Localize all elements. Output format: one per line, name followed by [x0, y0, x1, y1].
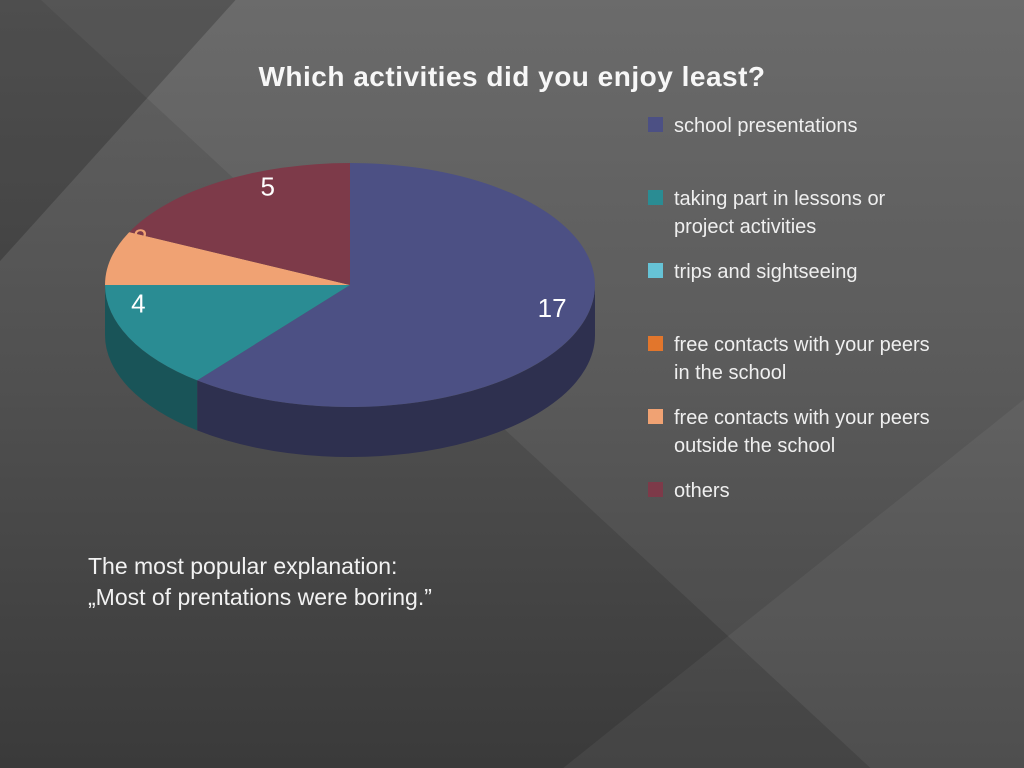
- legend-item: free contacts with your peers in the sch…: [648, 331, 958, 404]
- legend-swatch: [648, 336, 663, 351]
- note-line-1: The most popular explanation:: [88, 553, 398, 579]
- legend-swatch: [648, 482, 663, 497]
- legend-item: others: [648, 477, 958, 550]
- legend-swatch: [648, 117, 663, 132]
- svg-text:5: 5: [260, 171, 274, 201]
- legend-label: free contacts with your peers outside th…: [674, 407, 930, 458]
- svg-text:4: 4: [131, 288, 145, 318]
- svg-text:2: 2: [133, 224, 147, 254]
- note-line-2: „Most of prentations were boring.”: [88, 584, 432, 611]
- legend-swatch: [648, 190, 663, 205]
- legend-item: free contacts with your peers outside th…: [648, 404, 958, 477]
- chart-title: Which activities did you enjoy least?: [258, 60, 766, 92]
- note-text: The most popular explanation: „Most of p…: [88, 551, 432, 613]
- chart-legend: school presentations taking part in lesso…: [648, 112, 958, 550]
- legend-swatch: [648, 409, 663, 424]
- legend-item: trips and sightseeing: [648, 258, 958, 331]
- legend-item: school presentations: [648, 112, 958, 185]
- legend-label: taking part in lessons or project activi…: [674, 188, 886, 239]
- legend-swatch: [648, 263, 663, 278]
- legend-item: taking part in lessons or project activi…: [648, 185, 958, 258]
- legend-label: free contacts with your peers in the sch…: [674, 334, 930, 385]
- legend-label: trips and sightseeing: [674, 261, 858, 283]
- svg-text:17: 17: [538, 293, 567, 323]
- legend-label: others: [674, 480, 730, 502]
- legend-label: school presentations: [674, 115, 858, 137]
